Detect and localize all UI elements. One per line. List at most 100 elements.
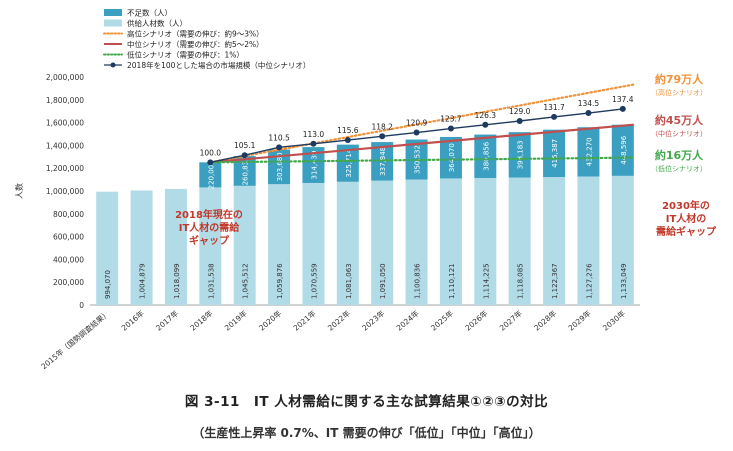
market-size-label: 118.2 (371, 122, 393, 131)
it-supply-demand-chart: 0 200,000 400,000 600,000 800,000 1,000,000 1,… (14, 8, 717, 372)
market-size-label: 134.5 (578, 99, 600, 108)
y-tick-label: 400,000 (53, 255, 84, 264)
low-scenario-value: 約16万人 (655, 148, 704, 162)
scenario-line-1 (210, 123, 634, 164)
y-tick-label: 1,600,000 (46, 119, 84, 128)
supply-value-label: 1,091,050 (379, 263, 387, 299)
supply-value-label: 1,110,121 (448, 263, 456, 299)
supply-bar (199, 187, 222, 305)
x-tick-label: 2026年 (463, 308, 490, 333)
supply-value-label: 994,070 (104, 270, 112, 299)
supply-bar (508, 177, 531, 305)
x-tick-label: 2021年 (291, 308, 318, 333)
supply-value-label: 1,118,085 (517, 263, 525, 299)
x-tick-label: 2030年 (600, 308, 627, 333)
y-tick-label: 1,200,000 (46, 164, 84, 173)
supply-bar (474, 177, 497, 305)
market-size-label: 100.0 (200, 148, 222, 157)
y-tick-label: 1,400,000 (46, 141, 84, 150)
supply-value-label: 1,070,559 (310, 263, 318, 299)
market-size-label: 137.4 (612, 95, 634, 104)
supply-value-label: 1,031,538 (207, 263, 215, 299)
supply-bar (302, 182, 325, 305)
market-size-label: 126.3 (475, 111, 497, 120)
gap-2030-note: 2030年の (662, 199, 710, 212)
supply-bar (233, 185, 256, 305)
scenario-line-2 (209, 156, 635, 164)
shortage-value-label: 220,000 (207, 160, 215, 189)
market-size-marker (379, 133, 386, 140)
market-size-label: 129.0 (509, 107, 531, 116)
supply-value-label: 1,100,836 (414, 263, 422, 299)
supply-bar (439, 178, 462, 305)
market-size-label: 123.7 (440, 115, 462, 124)
market-size-marker (619, 105, 626, 112)
supply-value-label: 1,127,276 (585, 263, 593, 299)
x-tick-label: 2017年 (153, 308, 180, 333)
market-size-marker (241, 152, 248, 159)
supply-bar (164, 188, 187, 305)
market-size-marker (344, 137, 351, 144)
legend-label: 中位シナリオ（需要の伸び：約5～2%） (127, 39, 264, 49)
y-tick-label: 800,000 (53, 210, 84, 219)
x-tick-label: 2029年 (566, 308, 593, 333)
supply-value-label: 1,133,049 (620, 263, 628, 299)
mid-scenario-value: 約45万人 (655, 113, 704, 127)
supply-bar (405, 179, 428, 305)
shortage-value-label: 260,835 (242, 156, 250, 185)
x-tick-label: 2018年 (188, 308, 215, 333)
shortage-bar (199, 162, 222, 188)
legend-label: 不足数（人） (127, 8, 172, 18)
legend-label: 高位シナリオ（需要の伸び：約9～3%） (127, 29, 264, 39)
shortage-bar (439, 136, 462, 179)
y-axis-label: 人数 (14, 183, 24, 199)
y-tick-label: 1,800,000 (46, 96, 84, 105)
market-size-marker (585, 110, 592, 117)
low-scenario-sub: （低位シナリオ） (651, 164, 707, 173)
y-tick-label: 1,000,000 (46, 187, 84, 196)
x-tick-label: 2016年 (119, 308, 146, 333)
market-size-marker (482, 121, 489, 128)
supply-value-label: 1,004,879 (139, 263, 147, 299)
x-tick-label: 2023年 (360, 308, 387, 333)
legend-label: 供給人材数（人） (127, 18, 187, 28)
gap-2018-note: ギャップ (189, 234, 230, 247)
shortage-value-label: 432,270 (585, 137, 593, 166)
shortage-value-label: 364,070 (448, 143, 456, 172)
supply-bar (577, 176, 600, 305)
supply-bar (268, 184, 291, 305)
shortage-bar (577, 127, 600, 177)
x-tick-label: 2025年 (428, 308, 455, 333)
shortage-bar (336, 144, 359, 182)
legend-swatch (104, 19, 122, 27)
x-tick-label: 2024年 (394, 308, 421, 333)
shortage-value-label: 325,714 (345, 148, 353, 177)
market-size-marker (276, 144, 283, 151)
market-size-label: 113.0 (303, 130, 325, 139)
x-tick-label: 2027年 (497, 308, 524, 333)
gap-2030-note: 需給ギャップ (656, 225, 717, 238)
legend-swatch (104, 9, 122, 16)
x-tick-label: 2020年 (257, 308, 284, 333)
gap-2018-note: 2018年現在の (175, 208, 243, 221)
supply-value-label: 1,114,225 (482, 263, 490, 299)
supply-value-label: 1,122,367 (551, 263, 559, 299)
supply-bar (96, 191, 119, 305)
market-size-marker (413, 129, 420, 136)
y-tick-label: 2,000,000 (46, 73, 84, 82)
market-size-marker (551, 113, 558, 120)
y-tick-label: 0 (79, 301, 84, 310)
x-tick-label: 2022年 (325, 308, 352, 333)
figure-caption-title: 図 3-11 IT 人材需給に関する主な試算結果①②③の対比 (184, 394, 549, 410)
market-size-label: 131.7 (543, 103, 565, 112)
high-scenario-sub: （高位シナリオ） (651, 88, 707, 97)
shortage-value-label: 314,439 (310, 151, 318, 180)
x-tick-label: 2015年（国勢調査結果） (39, 308, 112, 371)
legend-label: 2018年を100とした場合の市場規模（中位シナリオ） (127, 60, 310, 70)
shortage-value-label: 448,596 (620, 135, 628, 164)
supply-bar (336, 181, 359, 305)
mid-scenario-sub: （中位シナリオ） (651, 129, 707, 138)
gap-2018-note: IT人材の需給 (179, 221, 241, 234)
market-size-marker (310, 140, 317, 147)
legend-label: 低位シナリオ（需要の伸び：1%） (127, 50, 244, 60)
